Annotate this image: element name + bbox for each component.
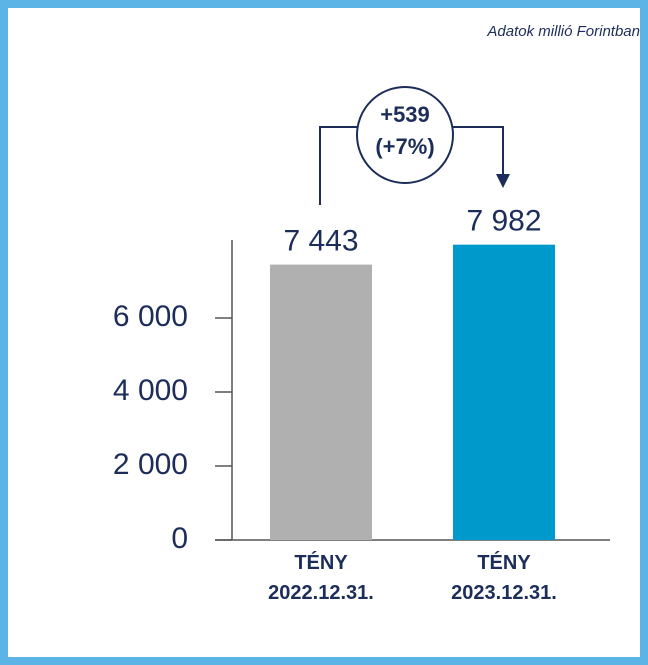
- diff-percent: (+7%): [375, 134, 434, 159]
- connector: [453, 126, 504, 176]
- note: Adatok millió Forintban: [486, 23, 640, 40]
- x-tick-label: TÉNY 2023.12.31.: [451, 552, 557, 604]
- connector: [319, 126, 357, 205]
- diff-value: +539: [380, 102, 430, 127]
- bar: [270, 264, 372, 540]
- arrow-head: [496, 174, 510, 188]
- y-tick-label: 0: [171, 522, 188, 555]
- y-tick-label: 6 000: [113, 300, 188, 333]
- bar: [453, 244, 555, 540]
- x-tick-label: TÉNY 2022.12.31.: [268, 552, 374, 604]
- y-tick-label: 2 000: [113, 448, 188, 481]
- value-label: 7 443: [283, 225, 358, 258]
- diff-circle: [356, 86, 454, 184]
- value-label: 7 982: [466, 205, 541, 238]
- y-tick-label: 4 000: [113, 374, 188, 407]
